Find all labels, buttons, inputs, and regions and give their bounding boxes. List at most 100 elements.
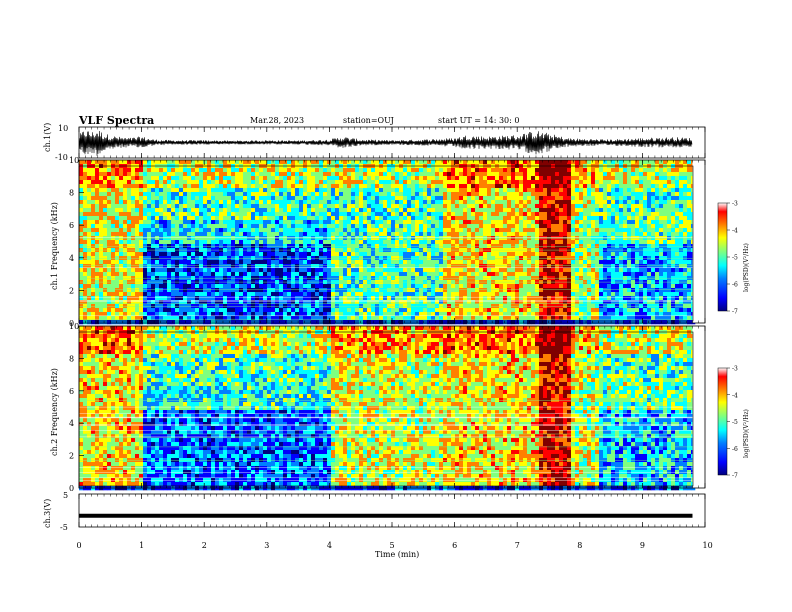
- spectrogram-cell: [439, 252, 444, 257]
- spectrogram-cell: [507, 268, 512, 273]
- spectrogram-cell: [91, 284, 96, 289]
- spectrogram-cell: [347, 304, 352, 309]
- spectrogram-cell: [219, 192, 224, 197]
- spectrogram-cell: [159, 160, 164, 165]
- spectrogram-cell: [119, 296, 124, 301]
- spectrogram-cell: [419, 204, 424, 209]
- spectrogram-cell: [463, 192, 468, 197]
- spectrogram-cell: [435, 252, 440, 257]
- spectrogram-cell: [179, 296, 184, 301]
- spectrogram-cell: [327, 212, 332, 217]
- spectrogram-cell: [235, 268, 240, 273]
- spectrogram-cell: [439, 172, 444, 177]
- spectrogram-cell: [347, 264, 352, 269]
- spectrogram-cell: [251, 240, 256, 245]
- spectrogram-cell: [355, 180, 360, 185]
- spectrogram-cell: [247, 188, 252, 193]
- spectrogram-cell: [499, 180, 504, 185]
- spectrogram-cell: [531, 312, 536, 317]
- spectrogram-cell: [83, 296, 88, 301]
- spectrogram-cell: [251, 316, 256, 321]
- spectrogram-cell: [351, 320, 356, 325]
- spectrogram-cell: [383, 188, 388, 193]
- spectrogram-cell: [535, 168, 540, 173]
- spectrogram-cell: [307, 184, 312, 189]
- spectrogram-cell: [375, 232, 380, 237]
- spectrogram-cell: [503, 260, 508, 265]
- spectrogram-cell: [167, 288, 172, 293]
- spectrogram-cell: [191, 320, 196, 325]
- spectrogram-cell: [131, 272, 136, 277]
- spectrogram-cell: [415, 292, 420, 297]
- spectrogram-cell: [243, 180, 248, 185]
- spectrogram-cell: [355, 296, 360, 301]
- spectrogram-cell: [275, 304, 280, 309]
- spectrogram-cell: [175, 192, 180, 197]
- spectrogram-cell: [315, 212, 320, 217]
- spectrogram-cell: [431, 272, 436, 277]
- spectrogram-cell: [139, 204, 144, 209]
- spectrogram-cell: [143, 172, 148, 177]
- spectrogram-cell: [319, 320, 324, 325]
- spectrogram-cell: [491, 284, 496, 289]
- spectrogram-cell: [387, 176, 392, 181]
- spectrogram-cell: [283, 228, 288, 233]
- spectrogram-cell: [215, 168, 220, 173]
- spectrogram-cell: [243, 204, 248, 209]
- spectrogram-cell: [223, 252, 228, 257]
- spectrogram-cell: [355, 284, 360, 289]
- spectrogram-cell: [563, 208, 568, 213]
- spectrogram-cell: [223, 184, 228, 189]
- spectrogram-cell: [523, 232, 528, 237]
- spectrogram-cell: [399, 208, 404, 213]
- spectrogram-cell: [275, 208, 280, 213]
- spectrogram-cell: [491, 300, 496, 305]
- spectrogram-cell: [327, 292, 332, 297]
- spectrogram-cell: [515, 292, 520, 297]
- spectrogram-cell: [219, 288, 224, 293]
- spectrogram-cell: [131, 176, 136, 181]
- spectrogram-cell: [187, 284, 192, 289]
- spectrogram-cell: [215, 184, 220, 189]
- spectrogram-cell: [343, 168, 348, 173]
- spectrogram-cell: [159, 208, 164, 213]
- spectrogram-cell: [427, 168, 432, 173]
- spectrogram-cell: [247, 200, 252, 205]
- spectrogram-cell: [187, 188, 192, 193]
- spectrogram-cell: [231, 288, 236, 293]
- spectrogram-cell: [339, 216, 344, 221]
- spectrogram-cell: [323, 160, 328, 165]
- spectrogram-cell: [343, 216, 348, 221]
- spectrogram-cell: [319, 224, 324, 229]
- spectrogram-cell: [351, 292, 356, 297]
- spectrogram-cell: [119, 200, 124, 205]
- spectrogram-cell: [183, 284, 188, 289]
- spectrogram-cell: [223, 272, 228, 277]
- spectrogram-cell: [171, 268, 176, 273]
- spectrogram-cell: [191, 312, 196, 317]
- spectrogram-cell: [363, 184, 368, 189]
- spectrogram-cell: [443, 292, 448, 297]
- spectrogram-cell: [439, 204, 444, 209]
- spectrogram-cell: [483, 312, 488, 317]
- spectrogram-cell: [175, 240, 180, 245]
- spectrogram-cell: [363, 220, 368, 225]
- spectrogram-cell: [339, 308, 344, 313]
- spectrogram-cell: [175, 292, 180, 297]
- spectrogram-cell: [447, 308, 452, 313]
- spectrogram-cell: [103, 308, 108, 313]
- spectrogram-cell: [367, 316, 372, 321]
- spectrogram-cell: [487, 188, 492, 193]
- spectrogram-cell: [283, 180, 288, 185]
- spectrogram-cell: [79, 216, 84, 221]
- spectrogram-cell: [543, 272, 548, 277]
- spectrogram-cell: [411, 168, 416, 173]
- spectrogram-cell: [291, 252, 296, 257]
- spectrogram-cell: [163, 184, 168, 189]
- spectrogram-cell: [151, 180, 156, 185]
- spectrogram-cell: [383, 192, 388, 197]
- spectrogram-cell: [111, 288, 116, 293]
- spectrogram-cell: [363, 176, 368, 181]
- spectrogram-cell: [551, 196, 556, 201]
- spectrogram-cell: [455, 308, 460, 313]
